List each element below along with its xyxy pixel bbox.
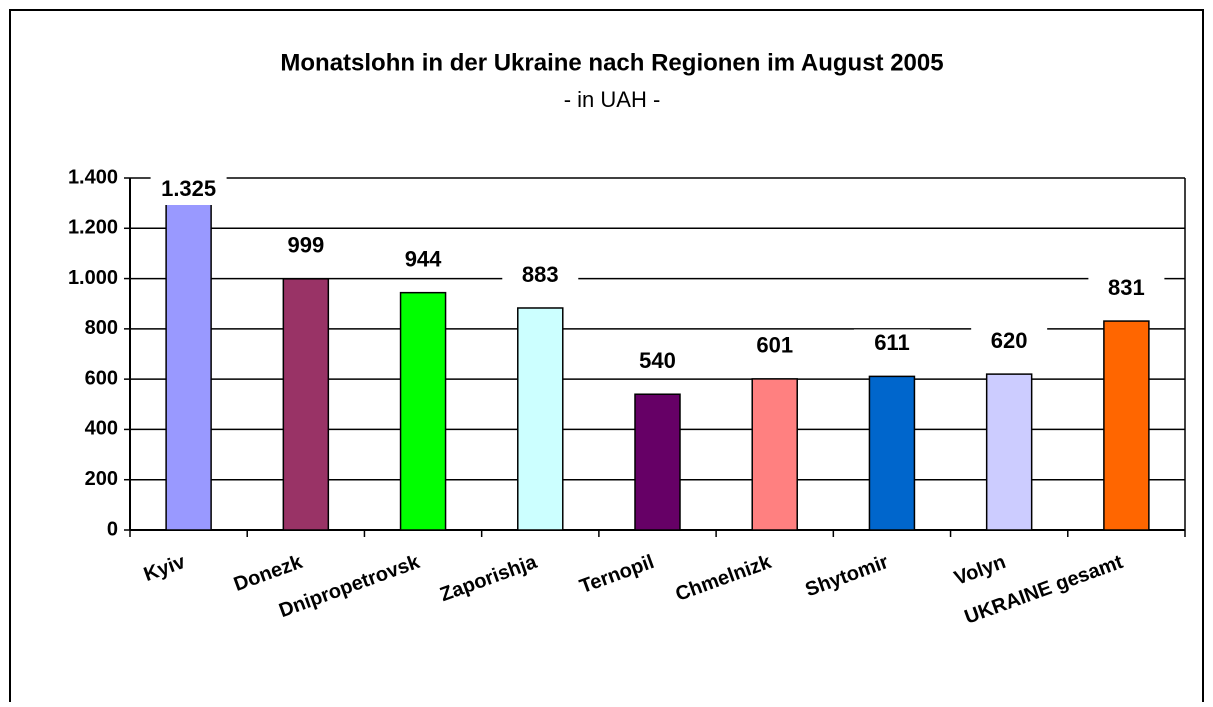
y-tick-label: 600 [85, 367, 118, 389]
value-label-bg [1088, 274, 1165, 305]
chart-title: Monatslohn in der Ukraine nach Regionen … [280, 49, 943, 76]
bar [399, 291, 447, 531]
bar [985, 373, 1033, 531]
bar [517, 307, 564, 531]
chart-subtitle: - in UAH - [564, 87, 661, 112]
value-label: 601 [756, 333, 793, 358]
value-label-bg [736, 331, 813, 362]
y-tick-label: 400 [85, 418, 118, 440]
value-label-bg [502, 260, 579, 291]
value-label: 944 [405, 246, 442, 271]
value-label: 1.325 [161, 176, 216, 201]
value-label: 999 [287, 233, 324, 258]
bar [868, 375, 916, 531]
value-label: 620 [991, 328, 1028, 353]
value-label: 883 [522, 262, 559, 287]
value-label-bg [385, 245, 462, 276]
bar [282, 278, 330, 531]
bar [634, 393, 681, 531]
bar [751, 378, 798, 531]
bar [1103, 320, 1150, 531]
value-label-bg [971, 327, 1048, 358]
y-tick-label: 1.000 [68, 267, 118, 289]
value-label-bg [150, 175, 227, 205]
y-tick-label: 800 [85, 317, 118, 339]
value-label-bg [267, 231, 344, 262]
value-label: 611 [874, 330, 910, 355]
value-label: 831 [1108, 275, 1145, 300]
value-label: 540 [639, 348, 676, 373]
bar [165, 196, 212, 531]
y-tick-label: 0 [107, 518, 118, 540]
value-label-bg [619, 347, 696, 378]
y-tick-label: 200 [85, 468, 118, 490]
y-tick-label: 1.400 [68, 166, 118, 188]
y-tick-label: 1.200 [68, 217, 118, 239]
value-label-bg [853, 329, 930, 360]
